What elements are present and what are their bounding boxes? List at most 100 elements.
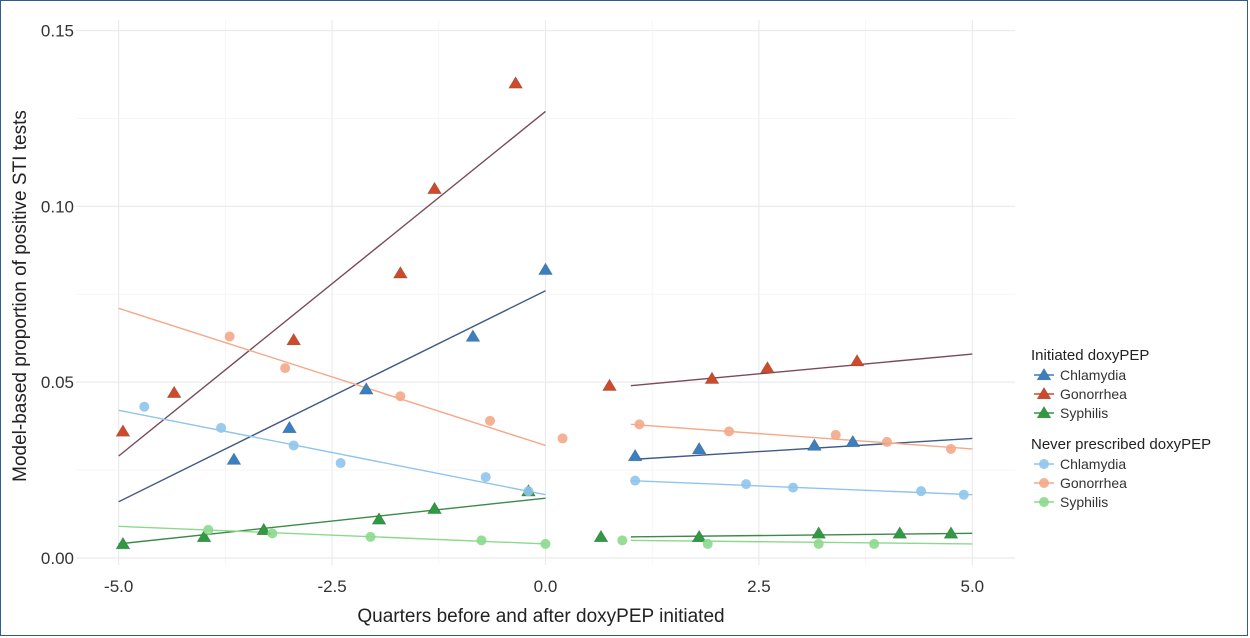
point-never-gonorrhea [634,419,645,430]
point-never-chlamydia [335,458,346,469]
point-never-chlamydia [630,475,641,486]
point-initiated-chlamydia [282,420,297,434]
legend-label: Syphilis [1060,405,1108,421]
point-initiated-syphilis [593,529,609,543]
trend-line-never-syphilis [630,539,973,545]
point-never-gonorrhea [724,426,735,437]
point-initiated-chlamydia [538,262,553,275]
trend-line-initiated-gonorrhea [118,110,546,457]
trend-line-never-chlamydia [118,409,546,496]
trend-line-never-gonorrhea [630,423,973,450]
point-never-chlamydia [916,486,927,497]
point-never-syphilis [365,531,376,542]
point-initiated-syphilis [371,512,387,525]
point-initiated-syphilis [892,526,908,539]
point-never-gonorrhea [557,433,568,444]
legend-key-initiated-chlamydia [1036,367,1052,381]
point-initiated-gonorrhea [849,353,865,367]
x-tick-label: -5.0 [104,577,133,596]
legend-key-initiated-gonorrhea [1036,386,1052,400]
data-points [115,76,969,550]
x-tick-label: 0.0 [534,577,558,596]
point-never-gonorrhea [881,436,892,447]
point-initiated-gonorrhea [602,378,617,391]
trend-line-never-chlamydia [630,479,973,496]
point-never-syphilis [617,535,628,546]
x-tick-label: 2.5 [747,577,771,596]
point-never-chlamydia [139,401,150,412]
point-never-syphilis [203,524,214,535]
point-never-chlamydia [741,479,752,490]
point-never-chlamydia [958,489,969,500]
point-initiated-syphilis [115,536,131,550]
point-never-gonorrhea [945,443,956,454]
point-initiated-chlamydia [691,441,707,455]
x-tick-label: -2.5 [317,577,346,596]
point-never-chlamydia [288,440,299,451]
point-initiated-gonorrhea [115,424,131,437]
point-never-gonorrhea [485,415,496,426]
legend-label: Gonorrhea [1060,475,1127,491]
legend-label: Syphilis [1060,494,1108,510]
y-tick-label: 0.05 [41,373,74,392]
point-never-chlamydia [788,482,799,493]
point-never-syphilis [476,535,487,546]
legend: Initiated doxyPEP Chlamydia Gonorrhea Syphi… [1031,347,1211,510]
trend-line-initiated-syphilis [118,497,546,545]
trend-lines [118,110,973,545]
legend-key-never-chlamydia [1039,459,1049,469]
point-initiated-gonorrhea [427,181,442,194]
trend-line-initiated-syphilis [630,532,973,538]
trend-line-never-syphilis [118,525,546,545]
point-initiated-syphilis [256,522,272,536]
point-initiated-syphilis [691,529,707,543]
point-never-gonorrhea [395,391,406,402]
grid [76,20,1015,565]
y-tick-label: 0.10 [41,197,74,216]
legend-key-never-gonorrhea [1039,478,1049,488]
legend-label: Chlamydia [1060,367,1126,383]
point-initiated-chlamydia [358,382,374,395]
legend-title: Never prescribed doxyPEP [1031,436,1211,453]
point-never-gonorrhea [280,363,291,374]
point-never-syphilis [540,538,551,549]
point-initiated-syphilis [811,526,827,539]
legend-label: Chlamydia [1060,456,1126,472]
point-never-syphilis [702,538,713,549]
point-never-syphilis [869,538,880,549]
point-never-syphilis [267,528,278,539]
point-never-chlamydia [216,422,227,433]
point-initiated-gonorrhea [393,266,408,279]
legend-key-never-syphilis [1039,497,1049,507]
point-never-chlamydia [480,472,491,483]
point-initiated-syphilis [427,501,442,514]
trend-line-initiated-gonorrhea [630,353,973,387]
point-initiated-chlamydia [807,438,822,451]
y-axis-ticks: 0.00 0.05 0.10 0.15 [41,22,74,568]
point-never-gonorrhea [830,429,841,440]
legend-label: Gonorrhea [1060,386,1127,402]
x-axis-ticks: -5.0 -2.5 0.0 2.5 5.0 [104,577,984,596]
x-axis-title: Quarters before and after doxyPEP initia… [357,606,724,627]
point-never-chlamydia [523,486,534,497]
point-initiated-gonorrhea [286,332,302,346]
point-initiated-gonorrhea [166,385,182,398]
y-tick-label: 0.15 [41,22,74,41]
trend-line-never-gonorrhea [118,307,546,447]
point-initiated-chlamydia [845,434,861,448]
point-initiated-gonorrhea [760,361,775,374]
y-tick-label: 0.00 [41,549,74,568]
point-initiated-chlamydia [226,452,242,465]
point-initiated-chlamydia [627,448,643,462]
legend-title: Initiated doxyPEP [1031,347,1149,364]
x-tick-label: 5.0 [960,577,984,596]
point-initiated-chlamydia [465,329,481,342]
y-axis-title: Model-based proportion of positive STI t… [10,110,31,482]
point-initiated-gonorrhea [508,76,523,89]
point-never-syphilis [813,538,824,549]
point-initiated-syphilis [196,529,212,543]
trend-line-initiated-chlamydia [630,437,973,461]
legend-key-initiated-syphilis [1036,405,1052,419]
trend-line-initiated-chlamydia [118,290,546,503]
